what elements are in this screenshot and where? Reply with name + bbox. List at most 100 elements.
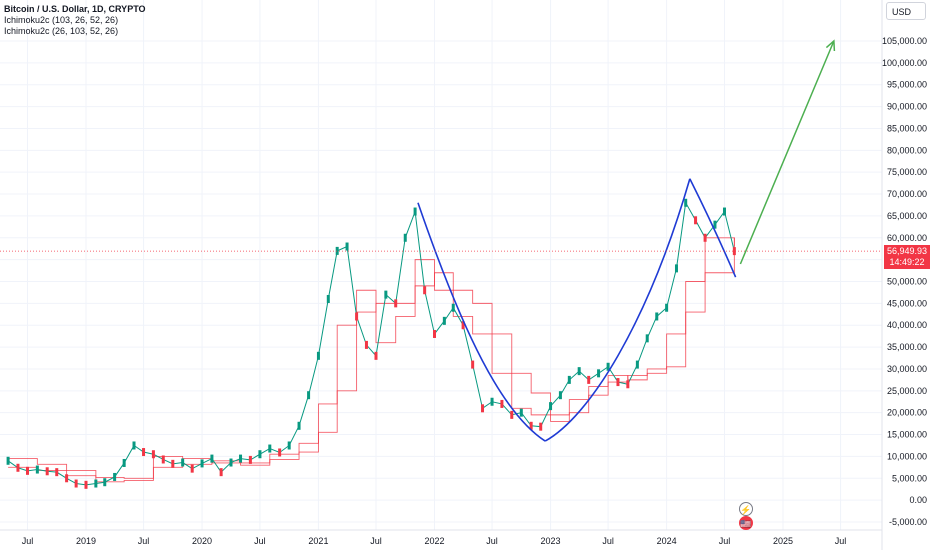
price-tick-label: 30,000.00 — [887, 364, 927, 374]
price-tick-label: 25,000.00 — [887, 386, 927, 396]
time-tick-label: Jul — [602, 536, 614, 546]
price-tick-label: 70,000.00 — [887, 189, 927, 199]
time-tick-label: 2020 — [192, 536, 212, 546]
price-candle — [326, 294, 330, 303]
price-candle — [258, 450, 262, 459]
price-candle — [694, 216, 698, 225]
price-candle — [558, 391, 562, 400]
price-candle — [103, 478, 107, 487]
price-tick-label: 0.00 — [909, 495, 927, 505]
last-price-badge: 56,949.93 14:49:22 — [884, 245, 930, 269]
price-candle — [645, 334, 649, 343]
arrow-shaft — [739, 40, 835, 265]
price-candle — [616, 378, 620, 387]
price-candle — [181, 458, 185, 467]
price-candle — [626, 380, 630, 389]
time-tick-label: 2023 — [541, 536, 561, 546]
price-candle — [287, 441, 291, 450]
price-candle — [132, 441, 136, 450]
price-candle — [519, 408, 523, 417]
price-candle — [248, 455, 252, 464]
price-candle — [567, 375, 571, 384]
price-tick-label: 45,000.00 — [887, 298, 927, 308]
price-tick-label: 50,000.00 — [887, 277, 927, 287]
price-tick-label: 35,000.00 — [887, 342, 927, 352]
price-candle — [722, 207, 726, 216]
price-tick-label: -5,000.00 — [889, 517, 927, 527]
price-candle — [577, 367, 581, 376]
price-candle — [539, 422, 543, 431]
price-candle — [684, 198, 688, 207]
price-candle — [345, 242, 349, 251]
price-candle — [142, 448, 146, 457]
price-tick-label: 10,000.00 — [887, 451, 927, 461]
price-candle — [219, 468, 223, 477]
price-candle — [490, 397, 494, 406]
time-tick-label: Jul — [370, 536, 382, 546]
time-axis[interactable]: Jul 2019 Jul 2020 Jul 2021 Jul 2022 Jul 2023 Jul 20… — [22, 536, 847, 546]
last-price-value: 56,949.93 — [886, 246, 928, 256]
price-candle — [161, 455, 165, 464]
us-flag-event-icon[interactable]: 🇺🇸 — [739, 516, 753, 530]
ichimoku-lines — [8, 237, 735, 483]
price-candle — [74, 479, 78, 488]
price-candle — [316, 351, 320, 360]
price-candle — [587, 375, 591, 384]
price-candle — [45, 467, 49, 476]
price-tick-label: 85,000.00 — [887, 123, 927, 133]
price-candle — [481, 404, 485, 413]
price-candle — [229, 458, 233, 467]
price-candle — [374, 351, 378, 360]
indicator-2-label[interactable]: Ichimoku2c (26, 103, 52, 26) — [4, 26, 119, 36]
price-tick-label: 60,000.00 — [887, 233, 927, 243]
price-candle — [268, 444, 272, 453]
price-candle — [451, 303, 455, 312]
price-axis[interactable]: 105,000.00 100,000.00 95,000.00 90,000.00 85… — [882, 36, 927, 527]
price-series-points — [6, 198, 736, 489]
price-series-line — [7, 201, 735, 486]
price-candle — [461, 321, 465, 330]
price-candle — [674, 264, 678, 273]
price-candle — [529, 421, 533, 430]
price-candle — [6, 456, 10, 465]
price-tick-label: 15,000.00 — [887, 430, 927, 440]
time-tick-label: Jul — [138, 536, 150, 546]
price-candle — [635, 360, 639, 369]
indicator-1-label[interactable]: Ichimoku2c (103, 26, 52, 26) — [4, 15, 119, 25]
price-candle — [655, 312, 659, 321]
price-tick-label: 105,000.00 — [882, 36, 927, 46]
price-candle — [433, 329, 436, 338]
price-tick-label: 20,000.00 — [887, 408, 927, 418]
price-candle — [297, 421, 301, 430]
price-candle — [442, 316, 446, 325]
price-candle — [597, 369, 601, 378]
time-tick-label: 2025 — [773, 536, 793, 546]
price-candle — [190, 464, 194, 473]
price-tick-label: 80,000.00 — [887, 145, 927, 155]
price-candle — [35, 465, 39, 474]
projection-arrow — [739, 39, 836, 265]
symbol-title[interactable]: Bitcoin / U.S. Dollar, 1D, CRYPTO — [4, 4, 146, 14]
price-tick-label: 90,000.00 — [887, 102, 927, 112]
price-candle — [122, 458, 126, 467]
price-candle — [423, 286, 427, 295]
lightning-event-icon[interactable]: ⚡ — [739, 502, 753, 516]
price-candle — [335, 246, 339, 255]
price-tick-label: 75,000.00 — [887, 167, 927, 177]
price-candle — [384, 290, 388, 299]
price-candle — [84, 480, 88, 489]
currency-selector[interactable]: USD — [886, 2, 926, 20]
ichimoku-line — [8, 237, 735, 483]
price-candle — [210, 454, 214, 463]
price-candle — [239, 454, 243, 463]
price-candle — [703, 233, 707, 242]
price-candle — [394, 299, 398, 308]
price-tick-label: 5,000.00 — [892, 473, 927, 483]
price-candle — [278, 448, 282, 457]
chart-legend: Bitcoin / U.S. Dollar, 1D, CRYPTO Ichimo… — [4, 4, 146, 37]
price-tick-label: 95,000.00 — [887, 80, 927, 90]
price-candle — [471, 360, 475, 369]
price-tick-label: 40,000.00 — [887, 320, 927, 330]
price-candle — [732, 247, 736, 256]
